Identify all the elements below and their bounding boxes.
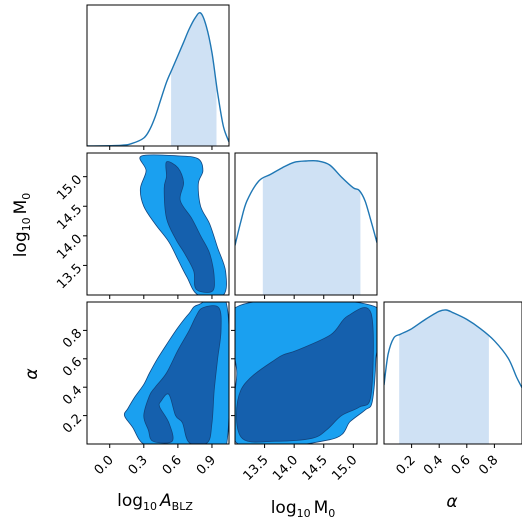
x-tick-label-logA: 0.3 [126, 453, 151, 478]
credible-interval-alpha [399, 310, 489, 444]
x-label-alpha: α [446, 492, 457, 512]
x-label-log-m0: log10 M0 [271, 498, 336, 517]
density-curve-alpha [384, 309, 522, 389]
y-tick-label-logM0: 14.5 [54, 202, 85, 233]
x-tick-label-alpha: 0.2 [393, 453, 418, 478]
marginal-alpha [384, 309, 522, 444]
y-tick-label-alpha: 0.6 [60, 355, 85, 380]
contour-inner-logA-logM0 [163, 161, 215, 293]
y-tick-label-logM0: 15.0 [54, 172, 85, 203]
y-tick-label-alpha: 0.8 [60, 326, 85, 351]
contour-panel-logM0-alpha [235, 302, 377, 444]
x-tick-label-logA: 0.9 [194, 453, 219, 478]
marginal-logM0 [235, 159, 377, 295]
x-tick-label-logA: 0.6 [160, 453, 185, 478]
panel-frame-2-2 [383, 301, 522, 445]
contour-panel-logA-logM0 [139, 154, 227, 295]
panel-frame-0-0 [86, 4, 230, 147]
y-label-log-m0: log10M0 [11, 193, 33, 258]
contour-inner-logA-alpha [143, 305, 222, 444]
panel-frame-2-1 [234, 301, 378, 445]
x-tick-label-logM0: 15.0 [329, 453, 360, 484]
x-tick-label-logM0: 14.5 [300, 453, 331, 484]
y-tick-label-logM0: 14.0 [54, 232, 85, 263]
density-curve-logM0 [235, 159, 377, 246]
contour-panel-logA-alpha [123, 302, 229, 444]
credible-interval-logA [171, 13, 217, 146]
marginal-logA [87, 12, 229, 146]
y-tick-label-alpha: 0.2 [60, 411, 85, 436]
y-tick-label-logM0: 13.5 [54, 261, 85, 292]
x-tick-label-alpha: 0.8 [476, 453, 501, 478]
panel-frame-1-0 [86, 152, 230, 296]
panels-layer: 0.0 0.3 0.6 0.9 13.514.014.515.0 0.2 0.4 0.6 0.8… [54, 4, 522, 484]
panel-frame-1-1 [234, 152, 378, 296]
x-tick-label-alpha: 0.6 [449, 453, 474, 478]
x-tick-label-alpha: 0.4 [421, 453, 446, 478]
y-tick-label-alpha: 0.4 [60, 383, 85, 408]
panel-frame-2-0 [86, 301, 230, 445]
density-curve-logA [87, 12, 229, 146]
x-tick-label-logM0: 13.5 [241, 453, 272, 484]
contour-inner-logM0-alpha [236, 307, 374, 443]
x-tick-label-logM0: 14.0 [270, 453, 301, 484]
x-tick-label-logA: 0.0 [92, 453, 117, 478]
credible-interval-logM0 [262, 161, 361, 295]
y-label-alpha: α [22, 368, 42, 379]
x-label-log-a: log10 ABLZ [117, 491, 193, 513]
